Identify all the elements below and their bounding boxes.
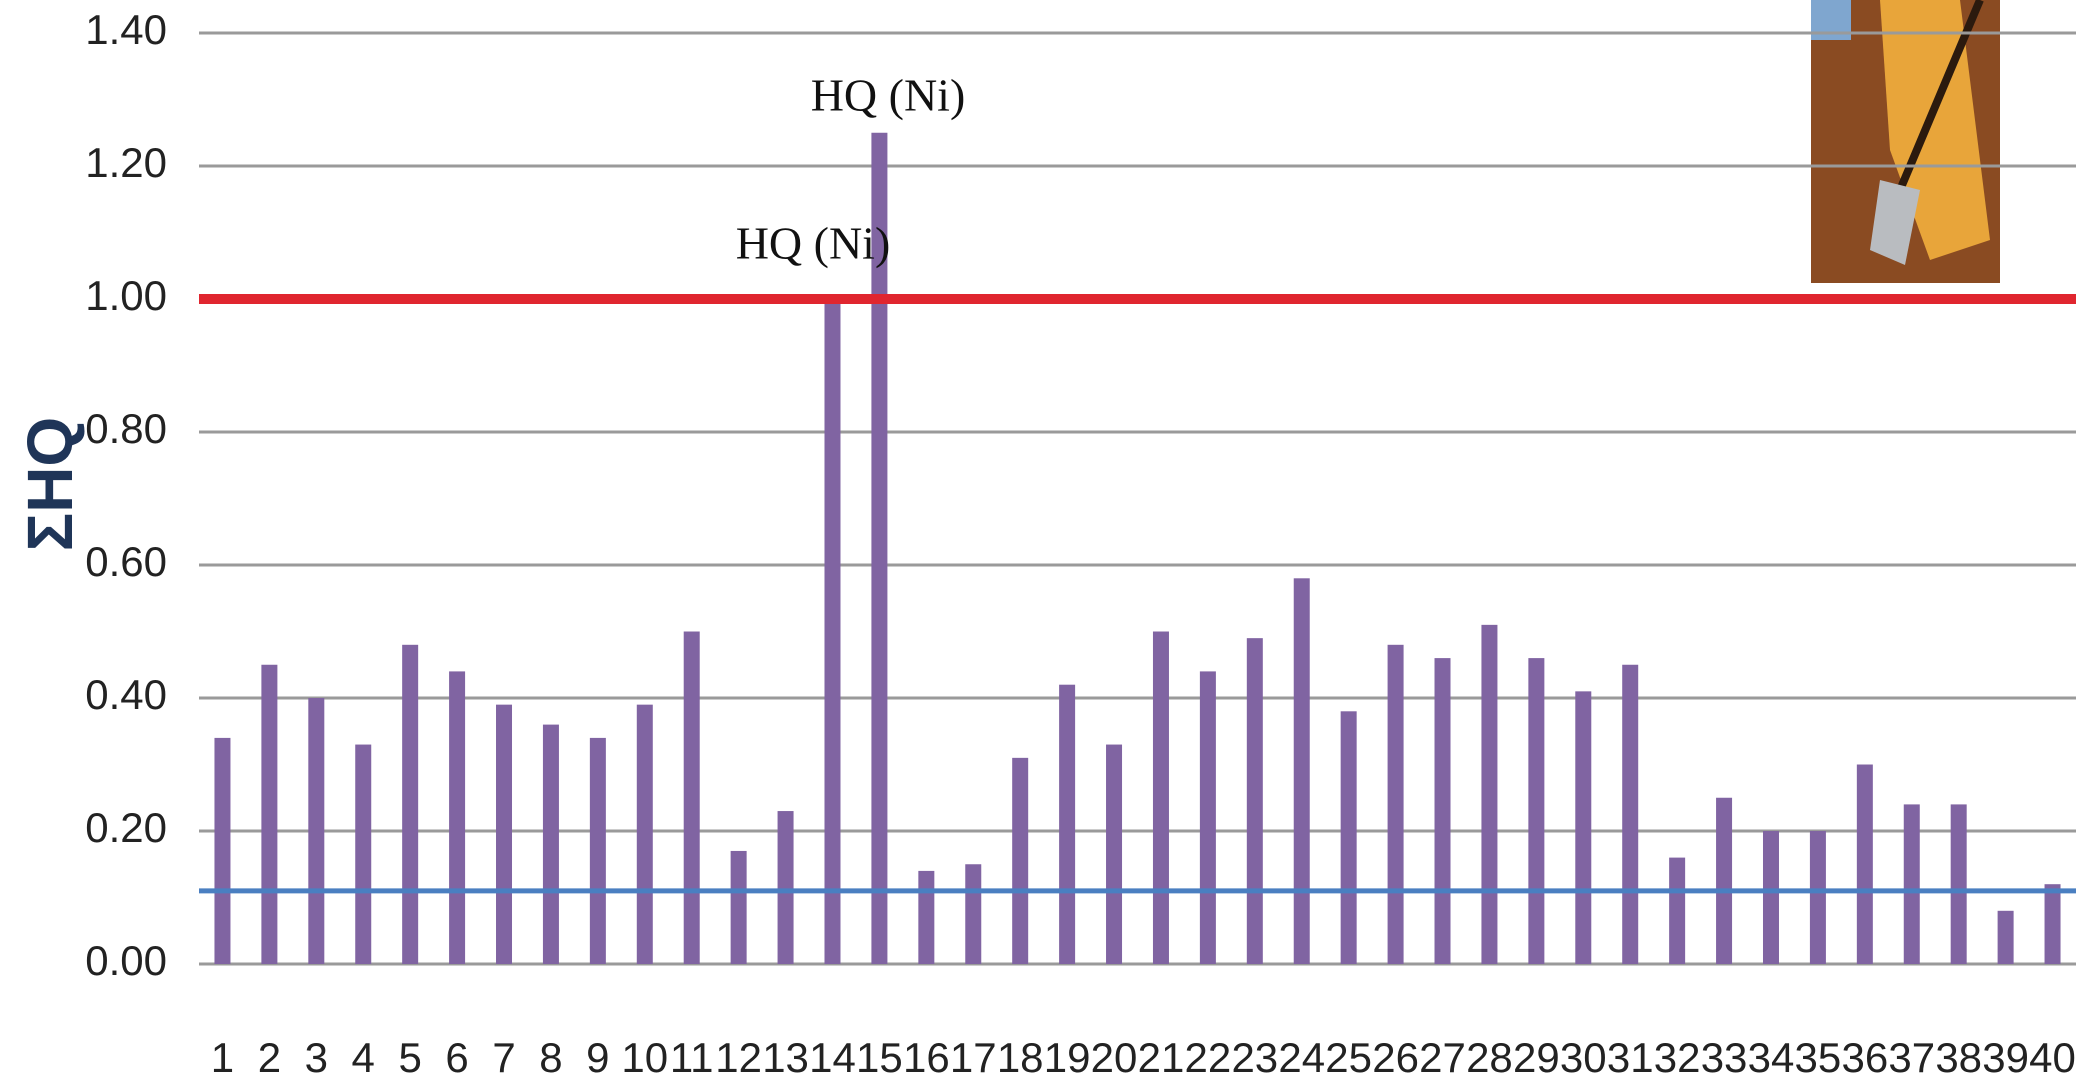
y-tick-label: 0.00 (85, 937, 167, 984)
bar (1810, 831, 1826, 964)
x-tick-label: 37 (1888, 1034, 1935, 1081)
x-tick-label: 39 (1982, 1034, 2029, 1081)
bar (637, 705, 653, 964)
x-tick-label: 25 (1325, 1034, 1372, 1081)
x-tick-label: 28 (1466, 1034, 1513, 1081)
y-tick-label: 0.40 (85, 671, 167, 718)
bar (1716, 798, 1732, 964)
x-tick-label: 5 (398, 1034, 421, 1081)
bar (1622, 665, 1638, 964)
bar (1763, 831, 1779, 964)
bar (1341, 711, 1357, 964)
x-tick-label: 13 (762, 1034, 809, 1081)
x-tick-label: 32 (1654, 1034, 1701, 1081)
bar (496, 705, 512, 964)
x-tick-label: 40 (2029, 1034, 2076, 1081)
bar (1904, 804, 1920, 964)
x-tick-label: 38 (1935, 1034, 1982, 1081)
bar (778, 811, 794, 964)
x-tick-label: 12 (715, 1034, 762, 1081)
x-tick-label: 2 (258, 1034, 281, 1081)
y-tick-label: 1.40 (85, 6, 167, 53)
bar (261, 665, 277, 964)
bar (2045, 884, 2061, 964)
x-tick-label: 7 (492, 1034, 515, 1081)
y-tick-label: 0.20 (85, 804, 167, 851)
bar (1998, 911, 2014, 964)
x-tick-label: 23 (1231, 1034, 1278, 1081)
x-tick-label: 18 (997, 1034, 1044, 1081)
bar (1575, 691, 1591, 964)
bar (1388, 645, 1404, 964)
x-tick-label: 3 (305, 1034, 328, 1081)
bar (1012, 758, 1028, 964)
bar (684, 632, 700, 965)
x-tick-label: 26 (1372, 1034, 1419, 1081)
bar (1951, 804, 1967, 964)
bar (1528, 658, 1544, 964)
bar (731, 851, 747, 964)
x-tick-label: 15 (856, 1034, 903, 1081)
x-tick-label: 20 (1091, 1034, 1138, 1081)
x-tick-label: 29 (1513, 1034, 1560, 1081)
bar (1200, 671, 1216, 964)
x-tick-label: 6 (445, 1034, 468, 1081)
bar (1435, 658, 1451, 964)
x-tick-label: 27 (1419, 1034, 1466, 1081)
x-tick-label: 11 (670, 1034, 714, 1081)
bar (1481, 625, 1497, 964)
y-tick-label: 1.00 (85, 272, 167, 319)
x-tick-label: 16 (903, 1034, 950, 1081)
x-tick-label: 34 (1748, 1034, 1795, 1081)
bar (1153, 632, 1169, 965)
bar (1059, 685, 1075, 964)
bar (1669, 858, 1685, 964)
bar (1106, 745, 1122, 964)
bar (590, 738, 606, 964)
x-tick-label: 9 (586, 1034, 609, 1081)
bar (308, 698, 324, 964)
x-tick-label: 17 (950, 1034, 997, 1081)
x-tick-label: 36 (1841, 1034, 1888, 1081)
x-tick-label: 33 (1701, 1034, 1748, 1081)
bar (824, 299, 840, 964)
annotation: HQ (Ni) (811, 70, 966, 121)
bar (1247, 638, 1263, 964)
x-tick-label: 8 (539, 1034, 562, 1081)
y-tick-label: 1.20 (85, 139, 167, 186)
bar (1294, 578, 1310, 964)
bar (449, 671, 465, 964)
bar (355, 745, 371, 964)
y-axis-label: ΣHQ (14, 417, 86, 551)
y-tick-label: 0.60 (85, 538, 167, 585)
x-tick-label: 21 (1138, 1034, 1185, 1081)
y-tick-label: 0.80 (85, 405, 167, 452)
x-tick-label: 22 (1185, 1034, 1232, 1081)
annotation: HQ (Ni) (736, 218, 891, 269)
chart: ΣHQ 0.000.200.400.600.801.001.201.401234… (0, 0, 2080, 1088)
bar (918, 871, 934, 964)
bar (214, 738, 230, 964)
illustration (1811, 0, 2000, 283)
x-tick-label: 31 (1607, 1034, 1654, 1081)
bar (965, 864, 981, 964)
bar (1857, 765, 1873, 965)
x-tick-label: 10 (621, 1034, 668, 1081)
x-tick-label: 24 (1278, 1034, 1325, 1081)
x-tick-label: 4 (352, 1034, 375, 1081)
x-tick-label: 19 (1044, 1034, 1091, 1081)
x-tick-label: 35 (1795, 1034, 1842, 1081)
bar (543, 725, 559, 964)
x-tick-label: 14 (809, 1034, 856, 1081)
bar (402, 645, 418, 964)
x-tick-label: 30 (1560, 1034, 1607, 1081)
x-tick-label: 1 (211, 1034, 234, 1081)
